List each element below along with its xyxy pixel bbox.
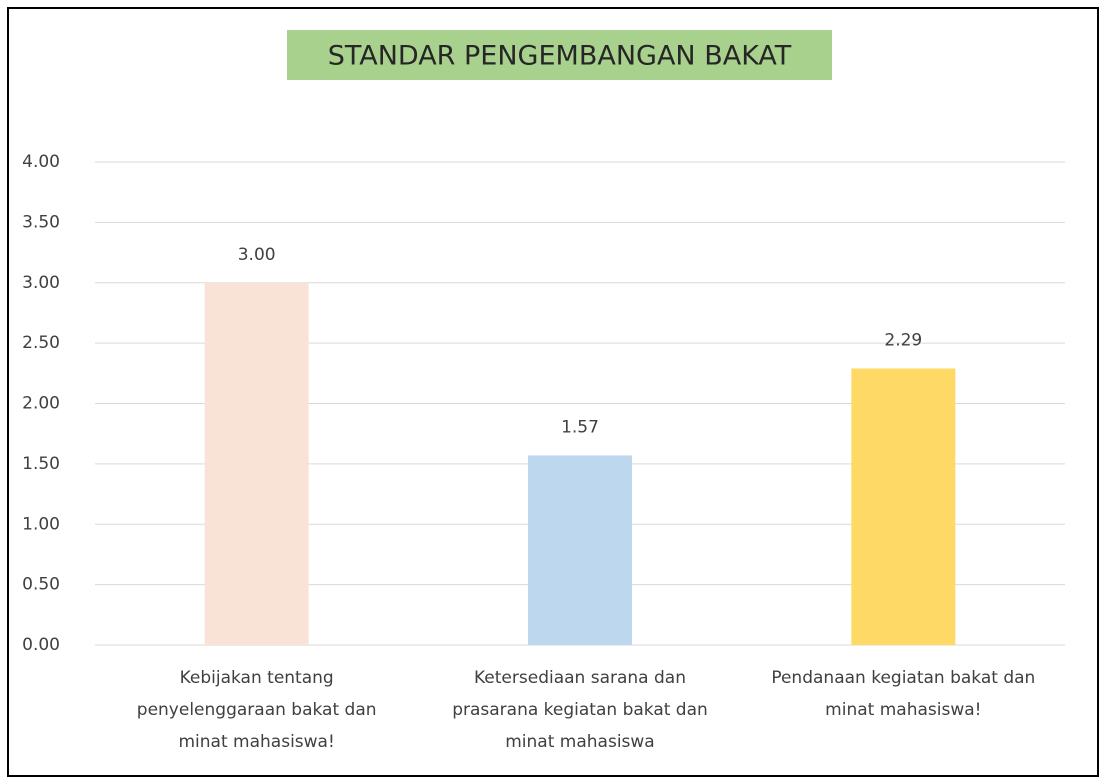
data-label: 1.57 xyxy=(561,417,599,437)
y-tick-label: 1.00 xyxy=(22,514,60,534)
y-tick-label: 3.50 xyxy=(22,212,60,232)
y-tick-label: 0.00 xyxy=(22,635,60,655)
data-label: 2.29 xyxy=(884,330,922,350)
title-box xyxy=(287,30,832,80)
bar xyxy=(204,282,309,645)
y-tick-label: 2.50 xyxy=(22,333,60,353)
bar xyxy=(851,368,956,645)
bar xyxy=(528,455,632,645)
chart-title: STANDAR PENGEMBANGAN BAKAT xyxy=(328,41,792,72)
y-tick-label: 3.00 xyxy=(22,273,60,293)
x-tick-label: Pendanaan kegiatan bakat dan minat mahas… xyxy=(771,668,1036,720)
data-label: 3.00 xyxy=(238,245,276,265)
y-tick-label: 1.50 xyxy=(22,454,60,474)
x-tick-label: Kebijakan tentang penyelenggaraan bakat … xyxy=(136,668,377,752)
y-tick-label: 4.00 xyxy=(22,152,60,172)
x-tick-label: Ketersediaan sarana dan prasarana kegiat… xyxy=(452,668,708,752)
y-tick-label: 2.00 xyxy=(22,394,60,414)
y-tick-label: 0.50 xyxy=(22,575,60,595)
